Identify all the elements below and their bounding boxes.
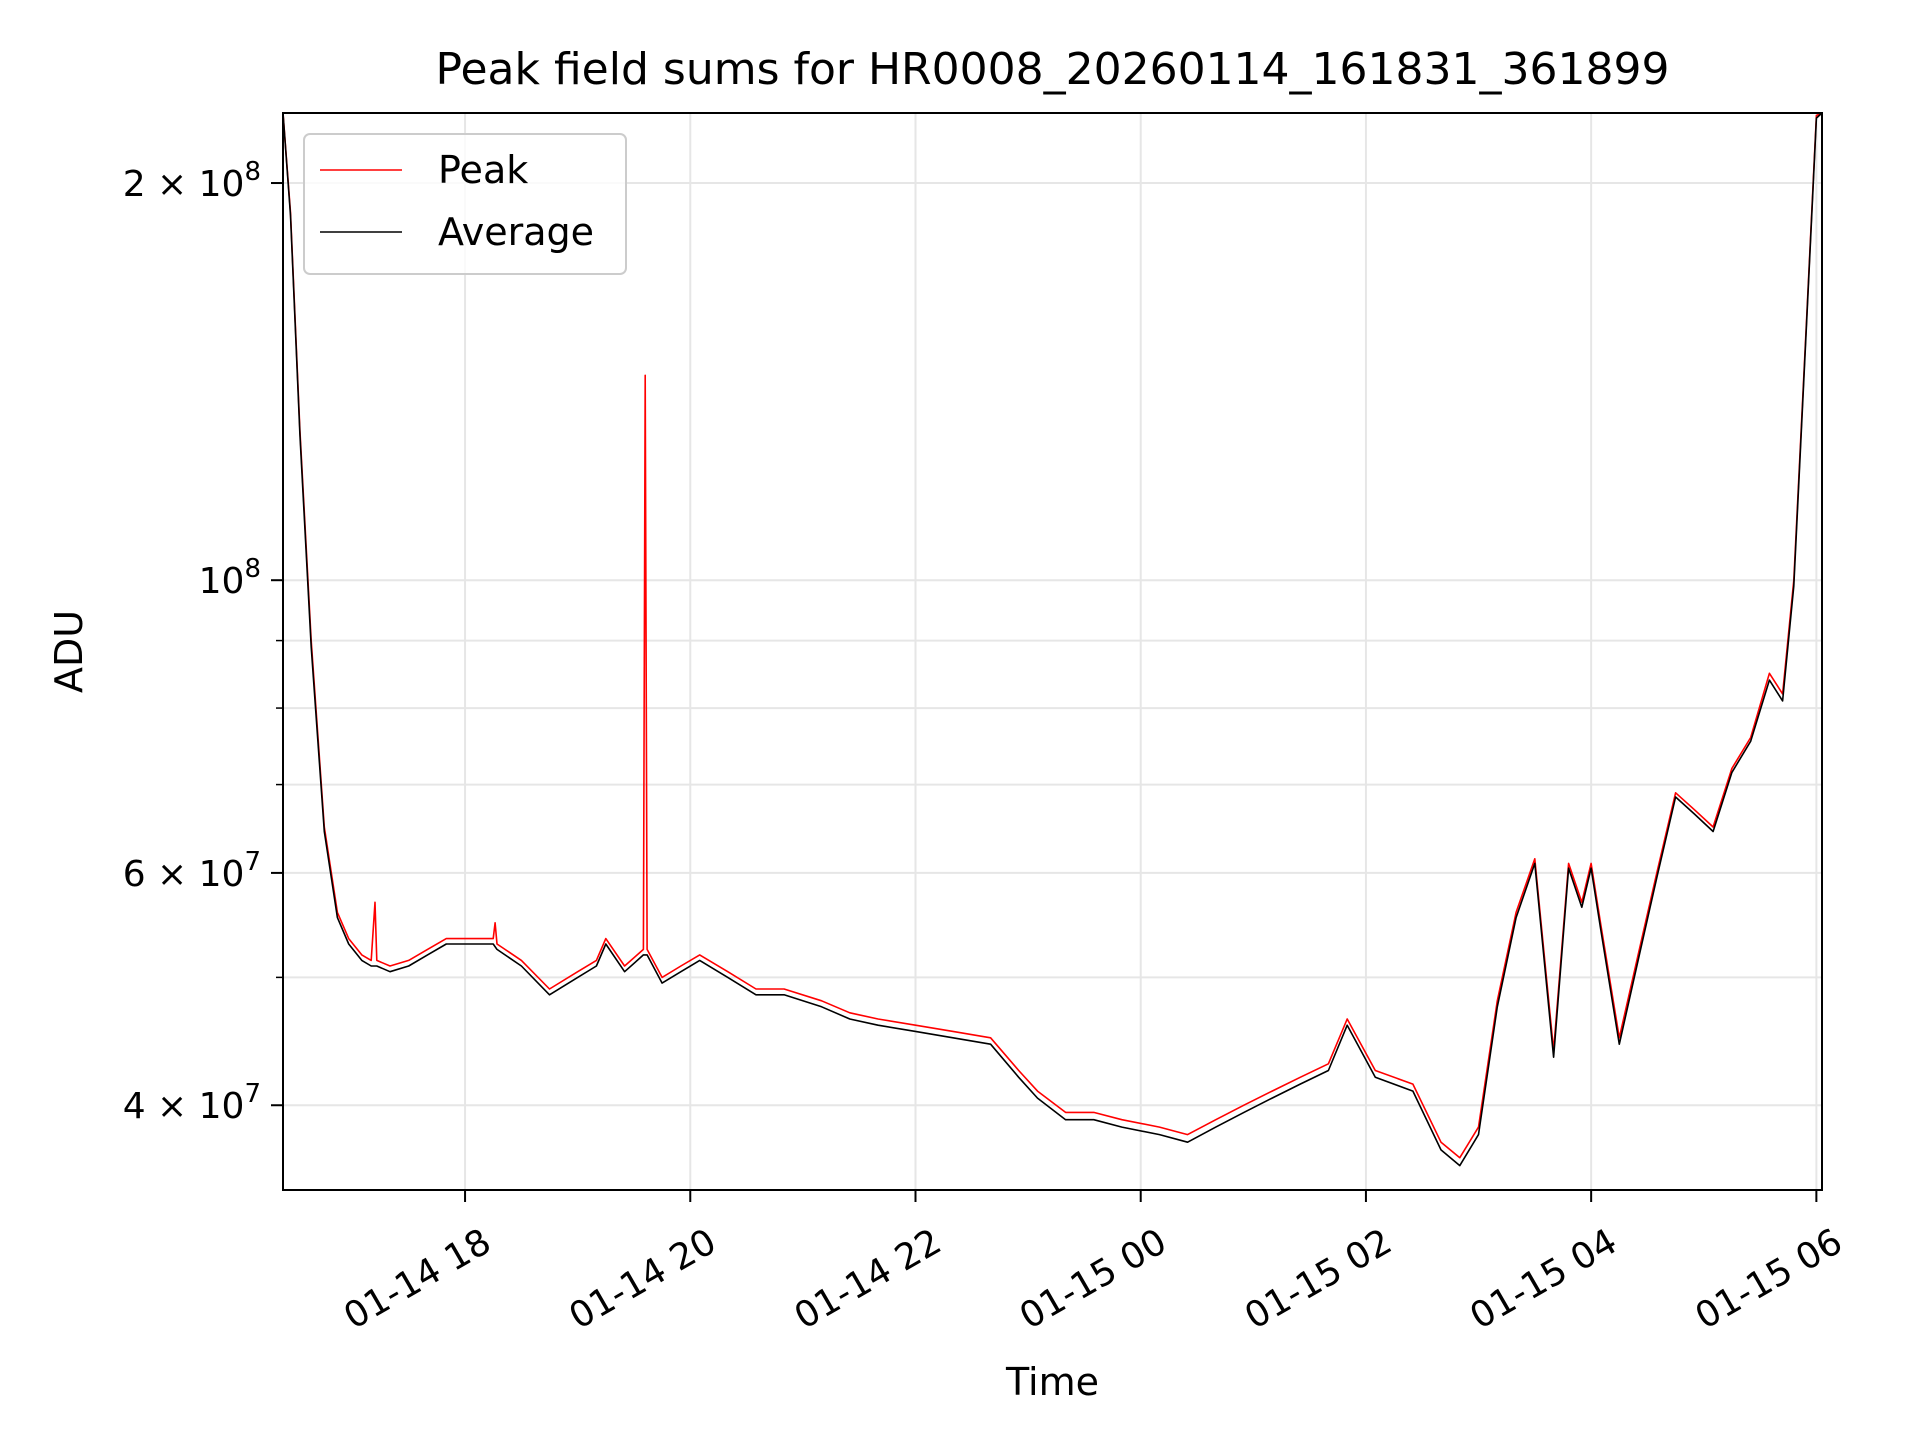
chart-title: Peak field sums for HR0008_20260114_1618… (436, 44, 1670, 95)
x-tick-label: 01-15 04 (1463, 1221, 1624, 1337)
x-tick-label: 01-15 06 (1689, 1221, 1850, 1337)
y-tick-label: 6 × 107 (123, 847, 261, 895)
y-axis-label: ADU (47, 610, 91, 693)
x-axis-label: Time (1005, 1360, 1099, 1404)
series-line-peak (282, 112, 1823, 1159)
x-tick-label: 01-14 18 (337, 1221, 498, 1337)
legend-label-peak: Peak (438, 148, 528, 192)
x-tick-label: 01-15 00 (1013, 1221, 1174, 1337)
y-tick-label: 4 × 107 (123, 1079, 261, 1127)
y-tick-label: 108 (199, 554, 261, 602)
series-layer (282, 112, 1823, 1167)
y-tick-label: 2 × 108 (123, 157, 261, 205)
legend-box (303, 133, 627, 275)
plot-frame (282, 112, 1823, 1191)
x-tick-label: 01-14 22 (788, 1221, 949, 1337)
x-tick-label: 01-15 02 (1238, 1221, 1399, 1337)
legend-label-average: Average (438, 210, 594, 254)
series-line-average (282, 112, 1823, 1167)
x-tick-label: 01-14 20 (562, 1221, 723, 1337)
legend: Peak Average (303, 133, 627, 275)
